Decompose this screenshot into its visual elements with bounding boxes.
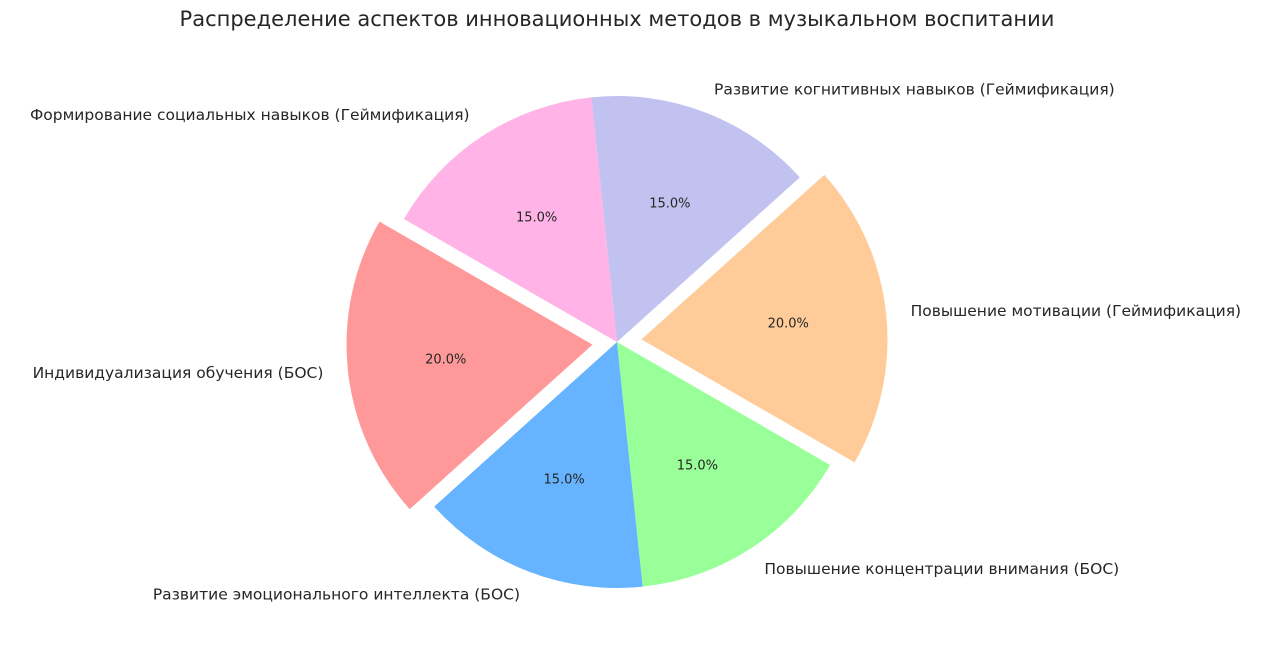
- pie-percent-label-0: 20.0%: [425, 352, 466, 367]
- pie-category-label-0: Индивидуализация обучения (БОС): [33, 364, 324, 382]
- pie-category-label-3: Повышение мотивации (Геймификация): [911, 302, 1242, 320]
- pie-slice-2: [617, 342, 831, 587]
- pie-slices: [346, 96, 888, 589]
- pie-category-label-2: Повышение концентрации внимания (БОС): [764, 560, 1119, 578]
- pie-percent-label-5: 15.0%: [516, 211, 557, 226]
- pie-slice-5: [403, 97, 617, 342]
- pie-category-label-5: Формирование социальных навыков (Геймифи…: [30, 106, 470, 124]
- pie-percent-label-2: 15.0%: [677, 458, 718, 473]
- pie-category-label-4: Развитие когнитивных навыков (Геймификац…: [714, 80, 1115, 98]
- pie-slice-1: [434, 342, 643, 589]
- pie-slice-0: [346, 221, 593, 510]
- pie-slice-4: [591, 96, 800, 343]
- pie-percent-label-4: 15.0%: [649, 197, 690, 212]
- pie-percent-label-3: 20.0%: [768, 317, 809, 332]
- pie-slice-3: [641, 174, 888, 463]
- chart-title: Распределение аспектов инновационных мет…: [180, 7, 1055, 31]
- pie-labels: 20.0% Индивидуализация обучения (БОС) 15.0…: [30, 80, 1241, 603]
- pie-percent-label-1: 15.0%: [543, 472, 584, 487]
- pie-category-label-1: Развитие эмоционального интеллекта (БОС): [153, 586, 520, 604]
